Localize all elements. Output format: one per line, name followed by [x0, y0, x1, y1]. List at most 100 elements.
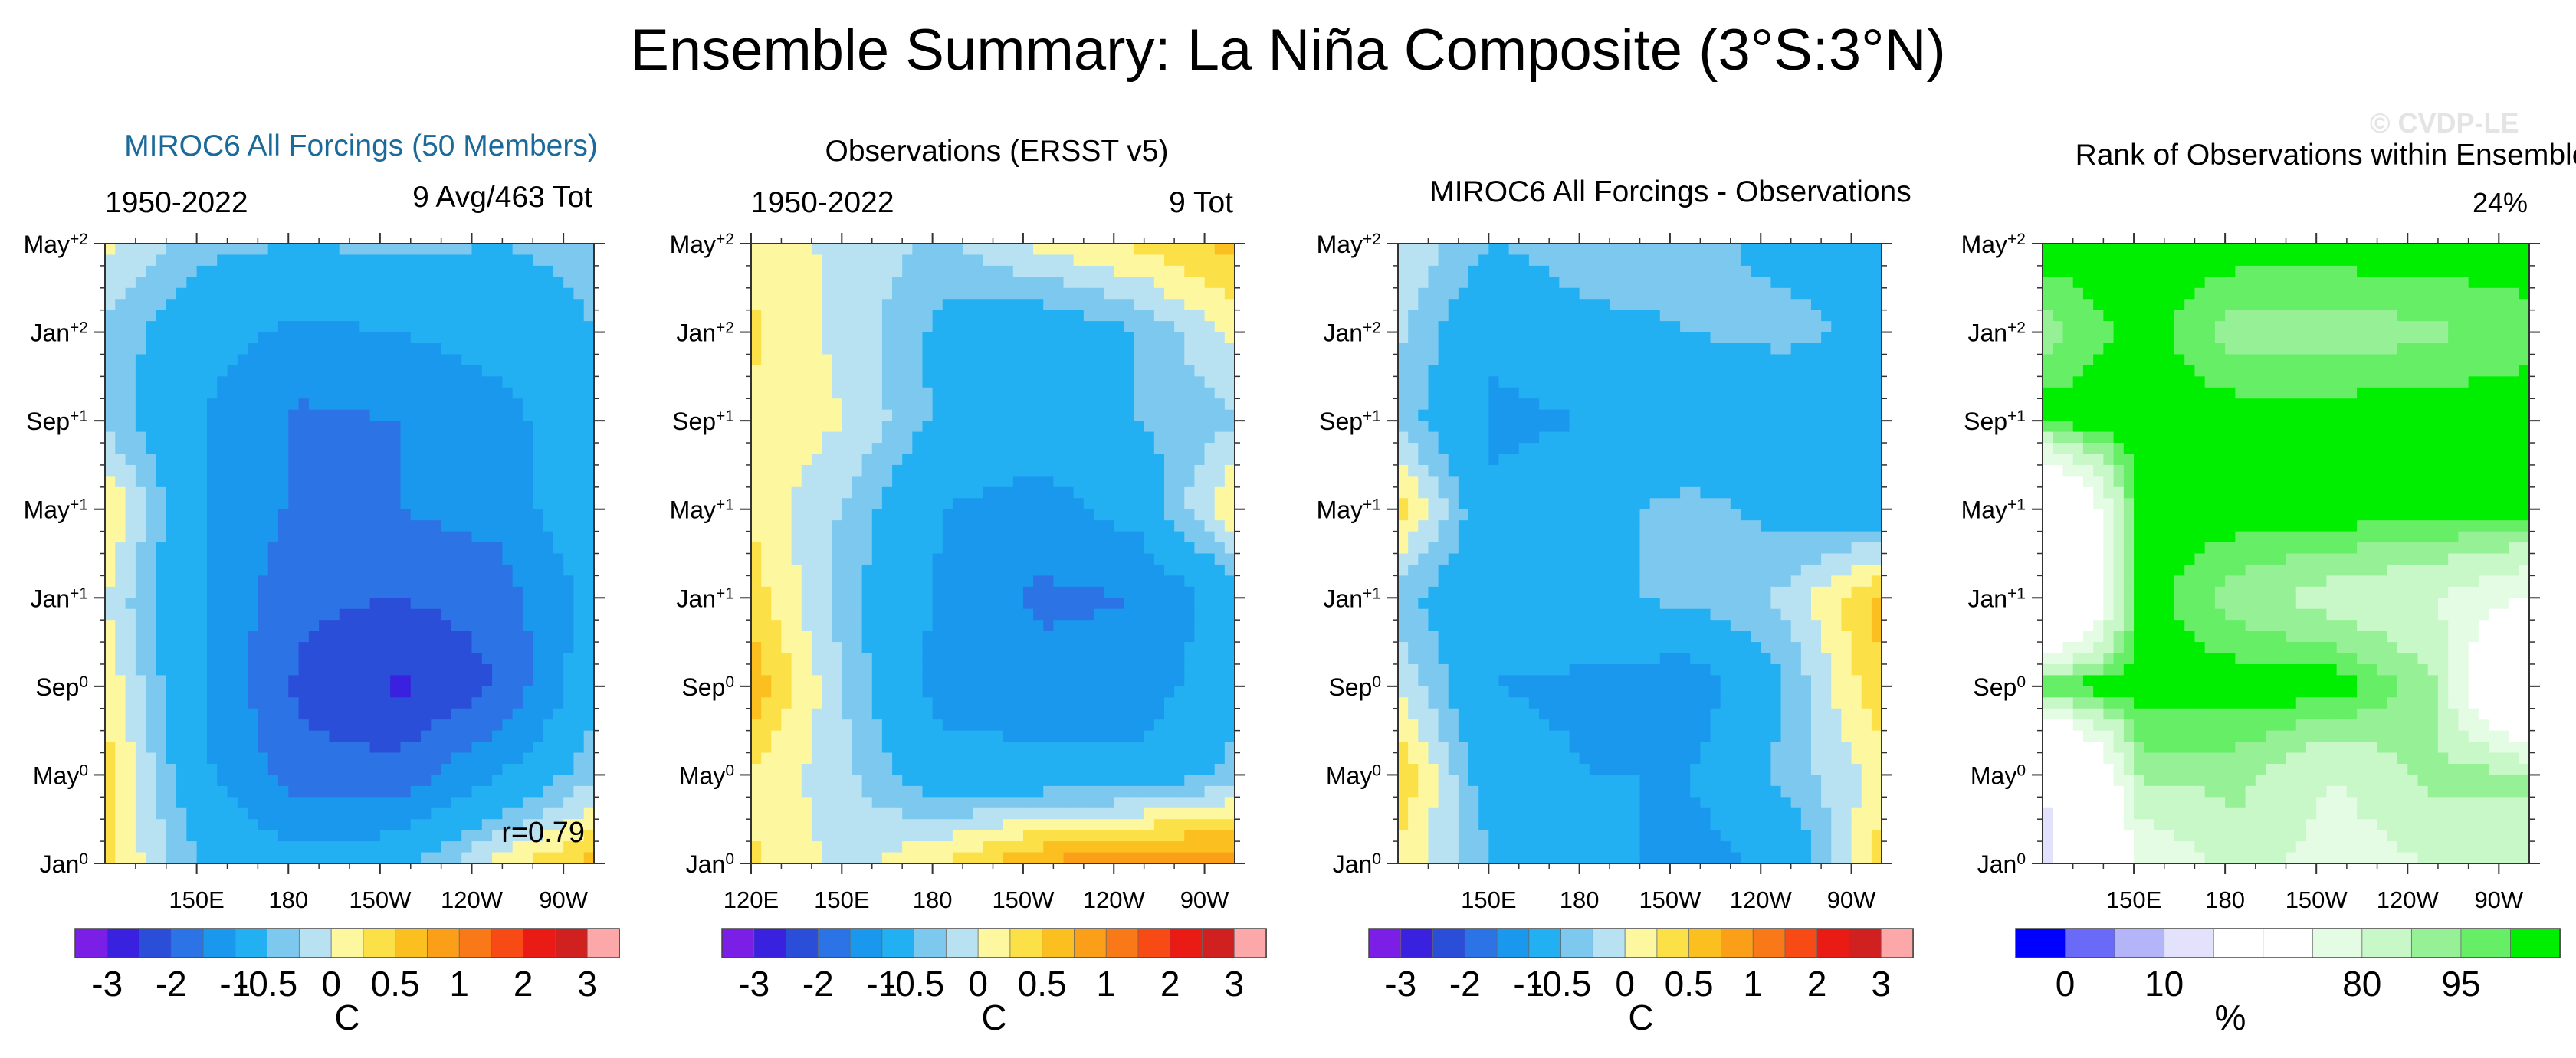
heatmap-cell [258, 752, 269, 765]
heatmap-cell [125, 697, 136, 709]
heatmap-cell [166, 343, 177, 355]
heatmap-cell [533, 852, 544, 864]
heatmap-cell [359, 387, 371, 399]
heatmap-cell [1114, 631, 1124, 643]
heatmap-cell [881, 476, 893, 488]
heatmap-cell [410, 819, 422, 831]
heatmap-cell [942, 608, 953, 621]
heatmap-cell [1012, 509, 1024, 521]
heatmap-cell [1073, 686, 1085, 698]
heatmap-cell [801, 542, 812, 555]
heatmap-cell [471, 642, 483, 654]
heatmap-cell [1073, 277, 1085, 289]
heatmap-cell [492, 819, 503, 831]
heatmap-cell [832, 686, 842, 698]
heatmap-cell [543, 830, 554, 842]
heatmap-cell [1083, 287, 1094, 300]
heatmap-cell [421, 807, 432, 820]
heatmap-cell [186, 365, 198, 377]
heatmap-cell [298, 742, 310, 754]
heatmap-cell [369, 620, 381, 632]
heatmap-cell [1214, 575, 1226, 588]
heatmap-cell [993, 575, 1004, 588]
heatmap-cell [761, 564, 772, 576]
heatmap-cell [842, 598, 853, 610]
heatmap-cell [369, 575, 381, 588]
heatmap-cell [166, 742, 177, 754]
heatmap-cell [781, 310, 792, 322]
heatmap-cell [1093, 653, 1104, 665]
heatmap-cell [861, 586, 873, 598]
heatmap-cell [390, 819, 402, 831]
heatmap-cell [842, 332, 853, 344]
heatmap-cell [135, 742, 146, 754]
heatmap-cell [1022, 464, 1034, 477]
heatmap-cell [522, 254, 533, 267]
heatmap-cell [822, 354, 832, 366]
heatmap-cell [563, 454, 575, 466]
heatmap-cell [125, 564, 136, 576]
heatmap-cell [983, 265, 994, 277]
heatmap-cell [892, 343, 903, 355]
heatmap-cell [512, 763, 523, 776]
heatmap-cell [1124, 354, 1135, 366]
heatmap-cell [359, 852, 371, 864]
heatmap-cell [1194, 464, 1206, 477]
heatmap-cell [963, 332, 973, 344]
heatmap-cell [492, 376, 503, 388]
heatmap-cell [105, 277, 116, 289]
heatmap-cell [553, 708, 564, 720]
heatmap-cell [298, 620, 310, 632]
heatmap-cell [339, 852, 350, 864]
heatmap-cell [791, 608, 802, 621]
heatmap-cell [522, 343, 533, 355]
heatmap-cell [369, 387, 381, 399]
heatmap-cell [573, 763, 585, 776]
heatmap-cell [771, 653, 783, 665]
heatmap-cell [471, 675, 483, 687]
heatmap-cell [258, 598, 269, 610]
heatmap-cell [431, 509, 442, 521]
heatmap-cell [573, 542, 585, 555]
heatmap-cell [298, 564, 310, 576]
heatmap-cell [881, 653, 893, 665]
heatmap-cell [533, 321, 544, 333]
heatmap-cell [771, 564, 783, 576]
heatmap-cell [1163, 498, 1175, 510]
heatmap-cell [451, 421, 462, 433]
heatmap-cell [1022, 520, 1034, 532]
heatmap-cell [1214, 708, 1226, 720]
heatmap-cell [1163, 365, 1175, 377]
heatmap-cell [983, 354, 994, 366]
heatmap-cell [329, 553, 340, 565]
heatmap-cell [573, 520, 585, 532]
heatmap-cell [1104, 675, 1114, 687]
heatmap-cell [410, 376, 422, 388]
heatmap-cell [912, 653, 924, 665]
heatmap-cell [871, 254, 883, 267]
heatmap-cell [227, 310, 238, 322]
heatmap-cell [781, 498, 792, 510]
heatmap-cell [1073, 608, 1085, 621]
heatmap-cell [1124, 509, 1135, 521]
heatmap-cell [115, 476, 126, 488]
heatmap-cell [1033, 287, 1044, 300]
heatmap-cell [115, 421, 126, 433]
heatmap-cell [421, 819, 432, 831]
heatmap-cell [573, 454, 585, 466]
heatmap-cell [563, 598, 575, 610]
heatmap-cell [1093, 464, 1104, 477]
heatmap-cell [791, 454, 802, 466]
heatmap-cell [922, 542, 934, 555]
heatmap-cell [502, 564, 514, 576]
heatmap-cell [105, 365, 116, 377]
heatmap-cell [1073, 663, 1085, 676]
heatmap-cell [1124, 708, 1135, 720]
heatmap-cell [267, 575, 279, 588]
heatmap-cell [832, 343, 842, 355]
heatmap-cell [471, 608, 483, 621]
heatmap-cell [227, 830, 238, 842]
heatmap-cell [379, 841, 391, 853]
heatmap-cell [522, 531, 533, 543]
heatmap-cell [1083, 464, 1094, 477]
